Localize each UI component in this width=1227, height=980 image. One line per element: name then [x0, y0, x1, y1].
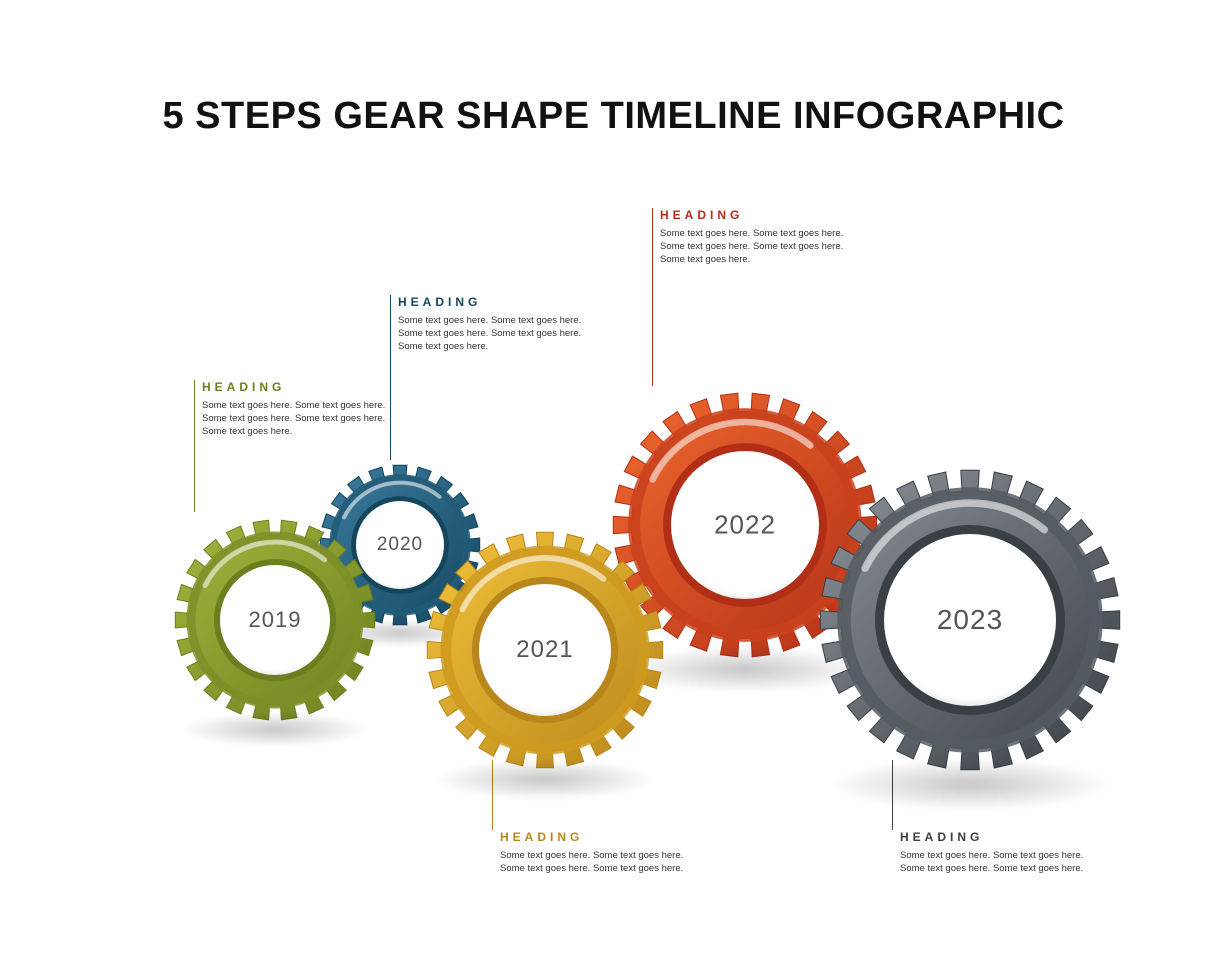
callout-2022: HEADING Some text goes here. Some text go…	[660, 208, 870, 266]
callout-heading: HEADING	[500, 830, 710, 844]
callout-heading: HEADING	[900, 830, 1110, 844]
gear-year-label: 2021	[516, 636, 573, 664]
gear-year-label: 2023	[937, 604, 1003, 636]
callout-line	[652, 208, 653, 386]
gear-shadow	[828, 758, 1113, 811]
callout-body: Some text goes here. Some text goes here…	[500, 850, 710, 876]
callout-heading: HEADING	[202, 380, 412, 394]
gear-shadow	[180, 712, 370, 747]
callout-2023: HEADING Some text goes here. Some text go…	[900, 830, 1110, 876]
callout-heading: HEADING	[660, 208, 870, 222]
callout-2019: HEADING Some text goes here. Some text go…	[202, 380, 412, 438]
callout-line	[390, 295, 391, 460]
callout-2020: HEADING Some text goes here. Some text go…	[398, 295, 608, 353]
callout-body: Some text goes here. Some text goes here…	[398, 315, 608, 353]
callout-heading: HEADING	[398, 295, 608, 309]
gear-2019: 2019	[165, 510, 385, 730]
gear-2021: 2021	[417, 522, 673, 778]
gear-year-label: 2019	[249, 607, 302, 633]
callout-2021: HEADING Some text goes here. Some text go…	[500, 830, 710, 876]
callout-line	[194, 380, 195, 512]
gear-year-label: 2022	[714, 510, 776, 541]
gear-shadow	[433, 759, 657, 800]
gear-2023: 2023	[810, 460, 1130, 780]
callout-body: Some text goes here. Some text goes here…	[900, 850, 1110, 876]
callout-body: Some text goes here. Some text goes here…	[660, 228, 870, 266]
infographic-stage: HEADING Some text goes here. Some text go…	[0, 0, 1227, 980]
callout-body: Some text goes here. Some text goes here…	[202, 400, 412, 438]
